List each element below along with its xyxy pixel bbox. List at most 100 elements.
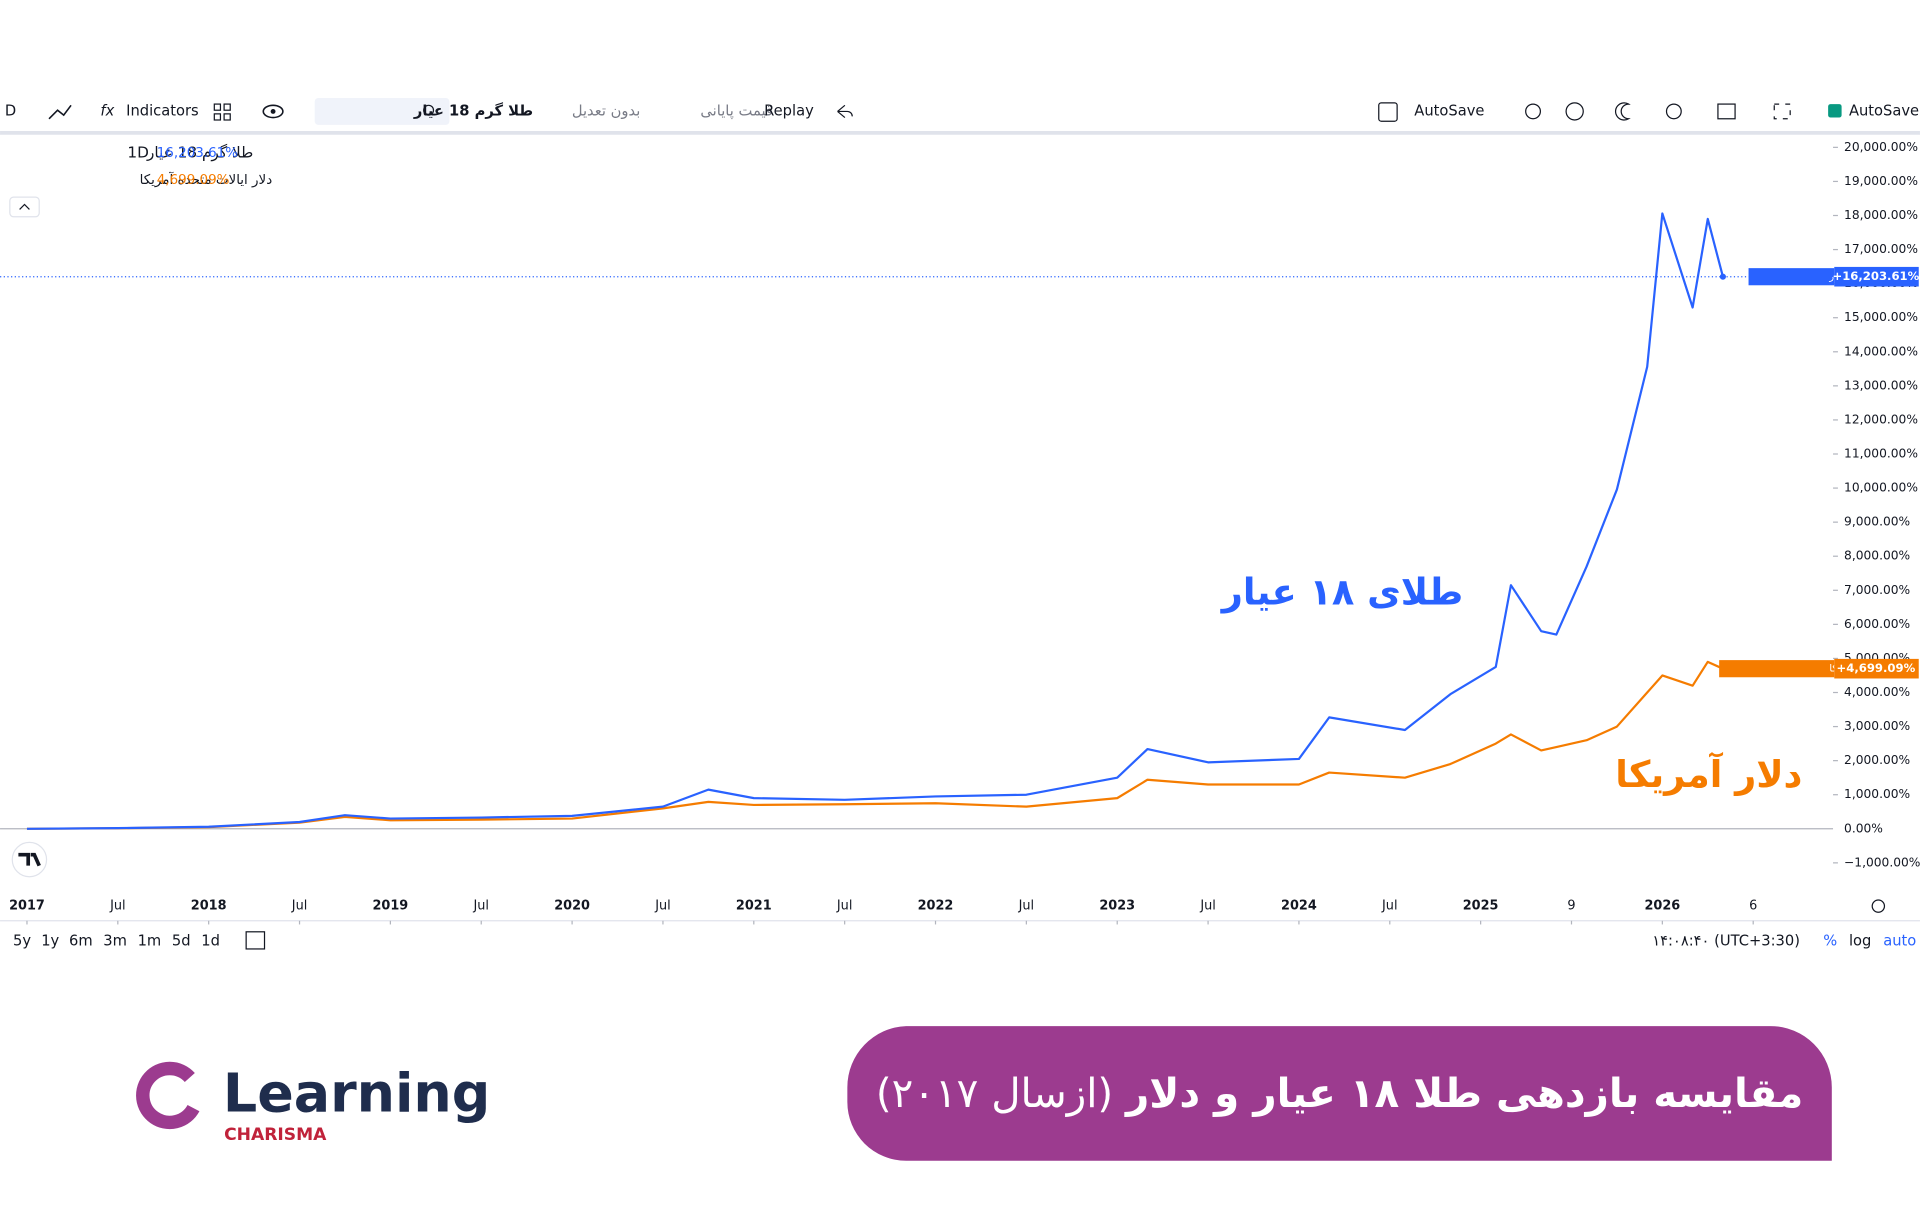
price-tag (1834, 658, 1919, 679)
banner-title: مقایسه بازدهی طلا ۱۸ عیار و دلار (1124, 1069, 1803, 1117)
plot: −1,000.00% 0.00% 1,000.00% 2,000.00% 3,000.0… (0, 140, 1920, 925)
axis-settings-icon[interactable] (1871, 899, 1886, 913)
logo-name: Learning (223, 1062, 490, 1125)
replay-button[interactable]: Replay (764, 102, 814, 119)
indicators-button[interactable]: Indicators (126, 102, 199, 119)
y-tick-label: −1,000.00% (1844, 855, 1920, 869)
x-tick-label: Jul (654, 899, 671, 914)
price-type-dropdown[interactable]: قیمت پایانی (700, 102, 773, 119)
price-tag-label: +16,203.61% (1832, 269, 1919, 283)
x-tick-label: 2024 (1281, 899, 1317, 914)
x-tick-label: Jul (472, 899, 489, 914)
checkbox[interactable] (1828, 104, 1842, 118)
templates-icon[interactable] (213, 103, 222, 111)
x-tick-label: Jul (291, 899, 308, 914)
percent-toggle[interactable]: % (1823, 933, 1837, 950)
interval-button[interactable]: D (5, 102, 16, 119)
range-button[interactable]: 3m (103, 933, 127, 950)
log-toggle[interactable]: log (1849, 933, 1871, 950)
y-tick-label: 8,000.00% (1844, 549, 1910, 563)
range-button[interactable]: 1d (201, 933, 220, 950)
fx-icon[interactable]: fx (100, 102, 114, 119)
goto-date-icon[interactable] (245, 931, 266, 950)
y-tick-label: 11,000.00% (1844, 447, 1918, 461)
x-tick-label: Jul (1018, 899, 1035, 914)
x-tick-label: Jul (109, 899, 126, 914)
price-tag-label: +4,699.09% (1837, 661, 1916, 675)
undo-icon[interactable] (837, 104, 853, 119)
name-tag (1748, 268, 1835, 286)
clock: ۱۴:۰۸:۴۰ (UTC+3:30) (1652, 933, 1800, 950)
range-button[interactable]: 5d (172, 933, 191, 950)
tv-logo[interactable] (18, 852, 41, 867)
x-tick-label: 2018 (191, 899, 227, 914)
search-icon[interactable] (423, 104, 435, 116)
x-tick-label: 2022 (918, 899, 954, 914)
eye-icon[interactable] (262, 104, 284, 119)
y-tick-label: 12,000.00% (1844, 412, 1918, 426)
layout-icon[interactable] (1378, 102, 1398, 122)
series-line (26, 660, 1724, 830)
y-tick-label: 4,000.00% (1844, 685, 1910, 699)
templates-icon[interactable] (223, 113, 231, 121)
y-tick-label: 1,000.00% (1844, 787, 1910, 801)
symbol-box[interactable] (314, 97, 450, 125)
chart-type-icon[interactable] (48, 104, 72, 120)
range-button[interactable]: 6m (69, 933, 93, 950)
theme-icon[interactable] (1615, 102, 1631, 121)
y-tick-label: 14,000.00% (1844, 344, 1918, 358)
x-tick-label: 2023 (1099, 899, 1135, 914)
settings-icon[interactable] (1565, 102, 1584, 121)
name-tag (1719, 660, 1835, 678)
x-tick-label: 2019 (373, 899, 409, 914)
x-tick-label: 6 (1749, 899, 1757, 914)
banner-subtitle: (ازسال ۲۰۱۷) (876, 1069, 1113, 1117)
annotation: طلای ۱۸ عیار (1220, 570, 1464, 613)
legend-name: دلار ایالات متحده آمریکا (140, 171, 273, 188)
snapshot-icon[interactable] (1717, 103, 1736, 120)
adjust-dropdown[interactable]: بدون تعدیل (572, 102, 640, 119)
x-tick-label: Jul (1199, 899, 1216, 914)
templates-icon[interactable] (213, 113, 222, 121)
x-tick-label: 2026 (1644, 899, 1680, 914)
x-tick-label: 2017 (9, 899, 45, 914)
y-tick-label: 2,000.00% (1844, 753, 1910, 767)
legend-value: 4,699.09% (157, 173, 230, 188)
y-tick-label: 18,000.00% (1844, 208, 1918, 222)
banner (847, 1026, 1832, 1161)
autosave-label: AutoSave (1849, 102, 1919, 119)
x-tick-label: Jul (1381, 899, 1398, 914)
autosave-button[interactable]: AutoSave (1414, 102, 1484, 119)
x-tick-label: 9 (1567, 899, 1575, 914)
share-icon[interactable] (1665, 103, 1682, 120)
y-tick-label: 19,000.00% (1844, 174, 1918, 188)
legend-toggle[interactable] (9, 196, 40, 218)
y-tick-label: 9,000.00% (1844, 515, 1910, 529)
range-button[interactable]: 5y (13, 933, 31, 950)
y-tick-label: 10,000.00% (1844, 481, 1918, 495)
price-tag (1834, 266, 1919, 287)
y-tick-label: 17,000.00% (1844, 242, 1918, 256)
symbol-label[interactable]: طلا گرم 18 عیار (413, 101, 533, 119)
x-tick-label: 2020 (554, 899, 590, 914)
logo-tagline: CHARISMA (224, 1125, 327, 1145)
auto-toggle[interactable]: auto (1883, 933, 1916, 950)
banner-text: مقایسه بازدهی طلا ۱۸ عیار و دلار (ازسال … (876, 1069, 1803, 1117)
range-button[interactable]: 1m (138, 933, 162, 950)
y-tick-label: 6,000.00% (1844, 617, 1910, 631)
legend-interval: 1D (127, 144, 149, 162)
last-point (1719, 273, 1726, 280)
templates-icon[interactable] (223, 103, 231, 111)
x-tick-label: 2025 (1463, 899, 1499, 914)
fullscreen-icon[interactable] (1773, 103, 1791, 120)
range-button[interactable]: 1y (41, 933, 59, 950)
alert-icon[interactable] (1525, 103, 1542, 120)
legend-toggle-icon[interactable] (19, 203, 30, 210)
eye-icon[interactable] (270, 108, 276, 114)
series-line (26, 212, 1724, 830)
y-tick-label: 13,000.00% (1844, 378, 1918, 392)
y-tick-label: 20,000.00% (1844, 140, 1918, 154)
bottom-bar: ۱۴:۰۸:۴۰ (UTC+3:30) % log auto 5y 1y 6m 3m 1… (13, 931, 1916, 950)
y-tick-label: 15,000.00% (1844, 310, 1918, 324)
